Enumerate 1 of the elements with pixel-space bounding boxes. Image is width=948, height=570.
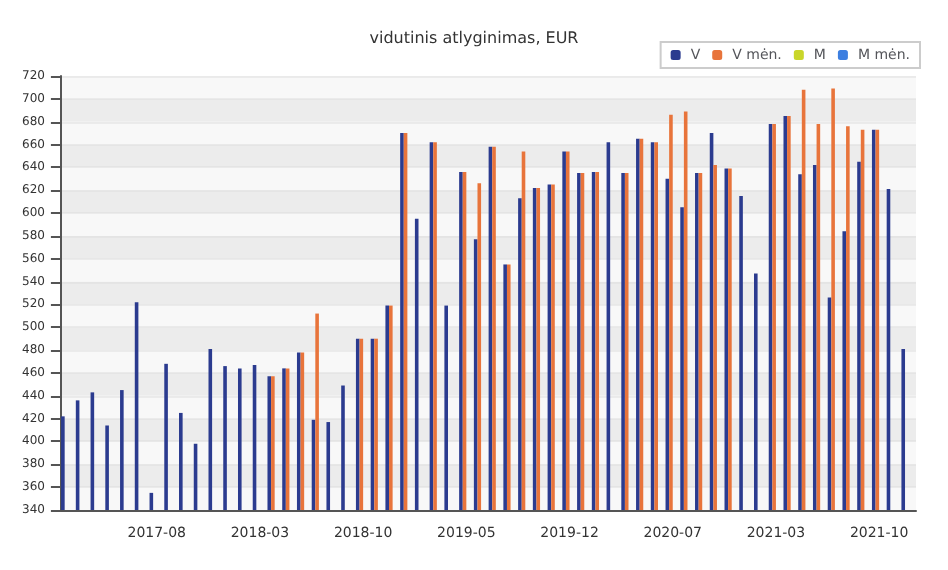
chart-title: vidutinis atlyginimas, EUR <box>369 29 580 47</box>
